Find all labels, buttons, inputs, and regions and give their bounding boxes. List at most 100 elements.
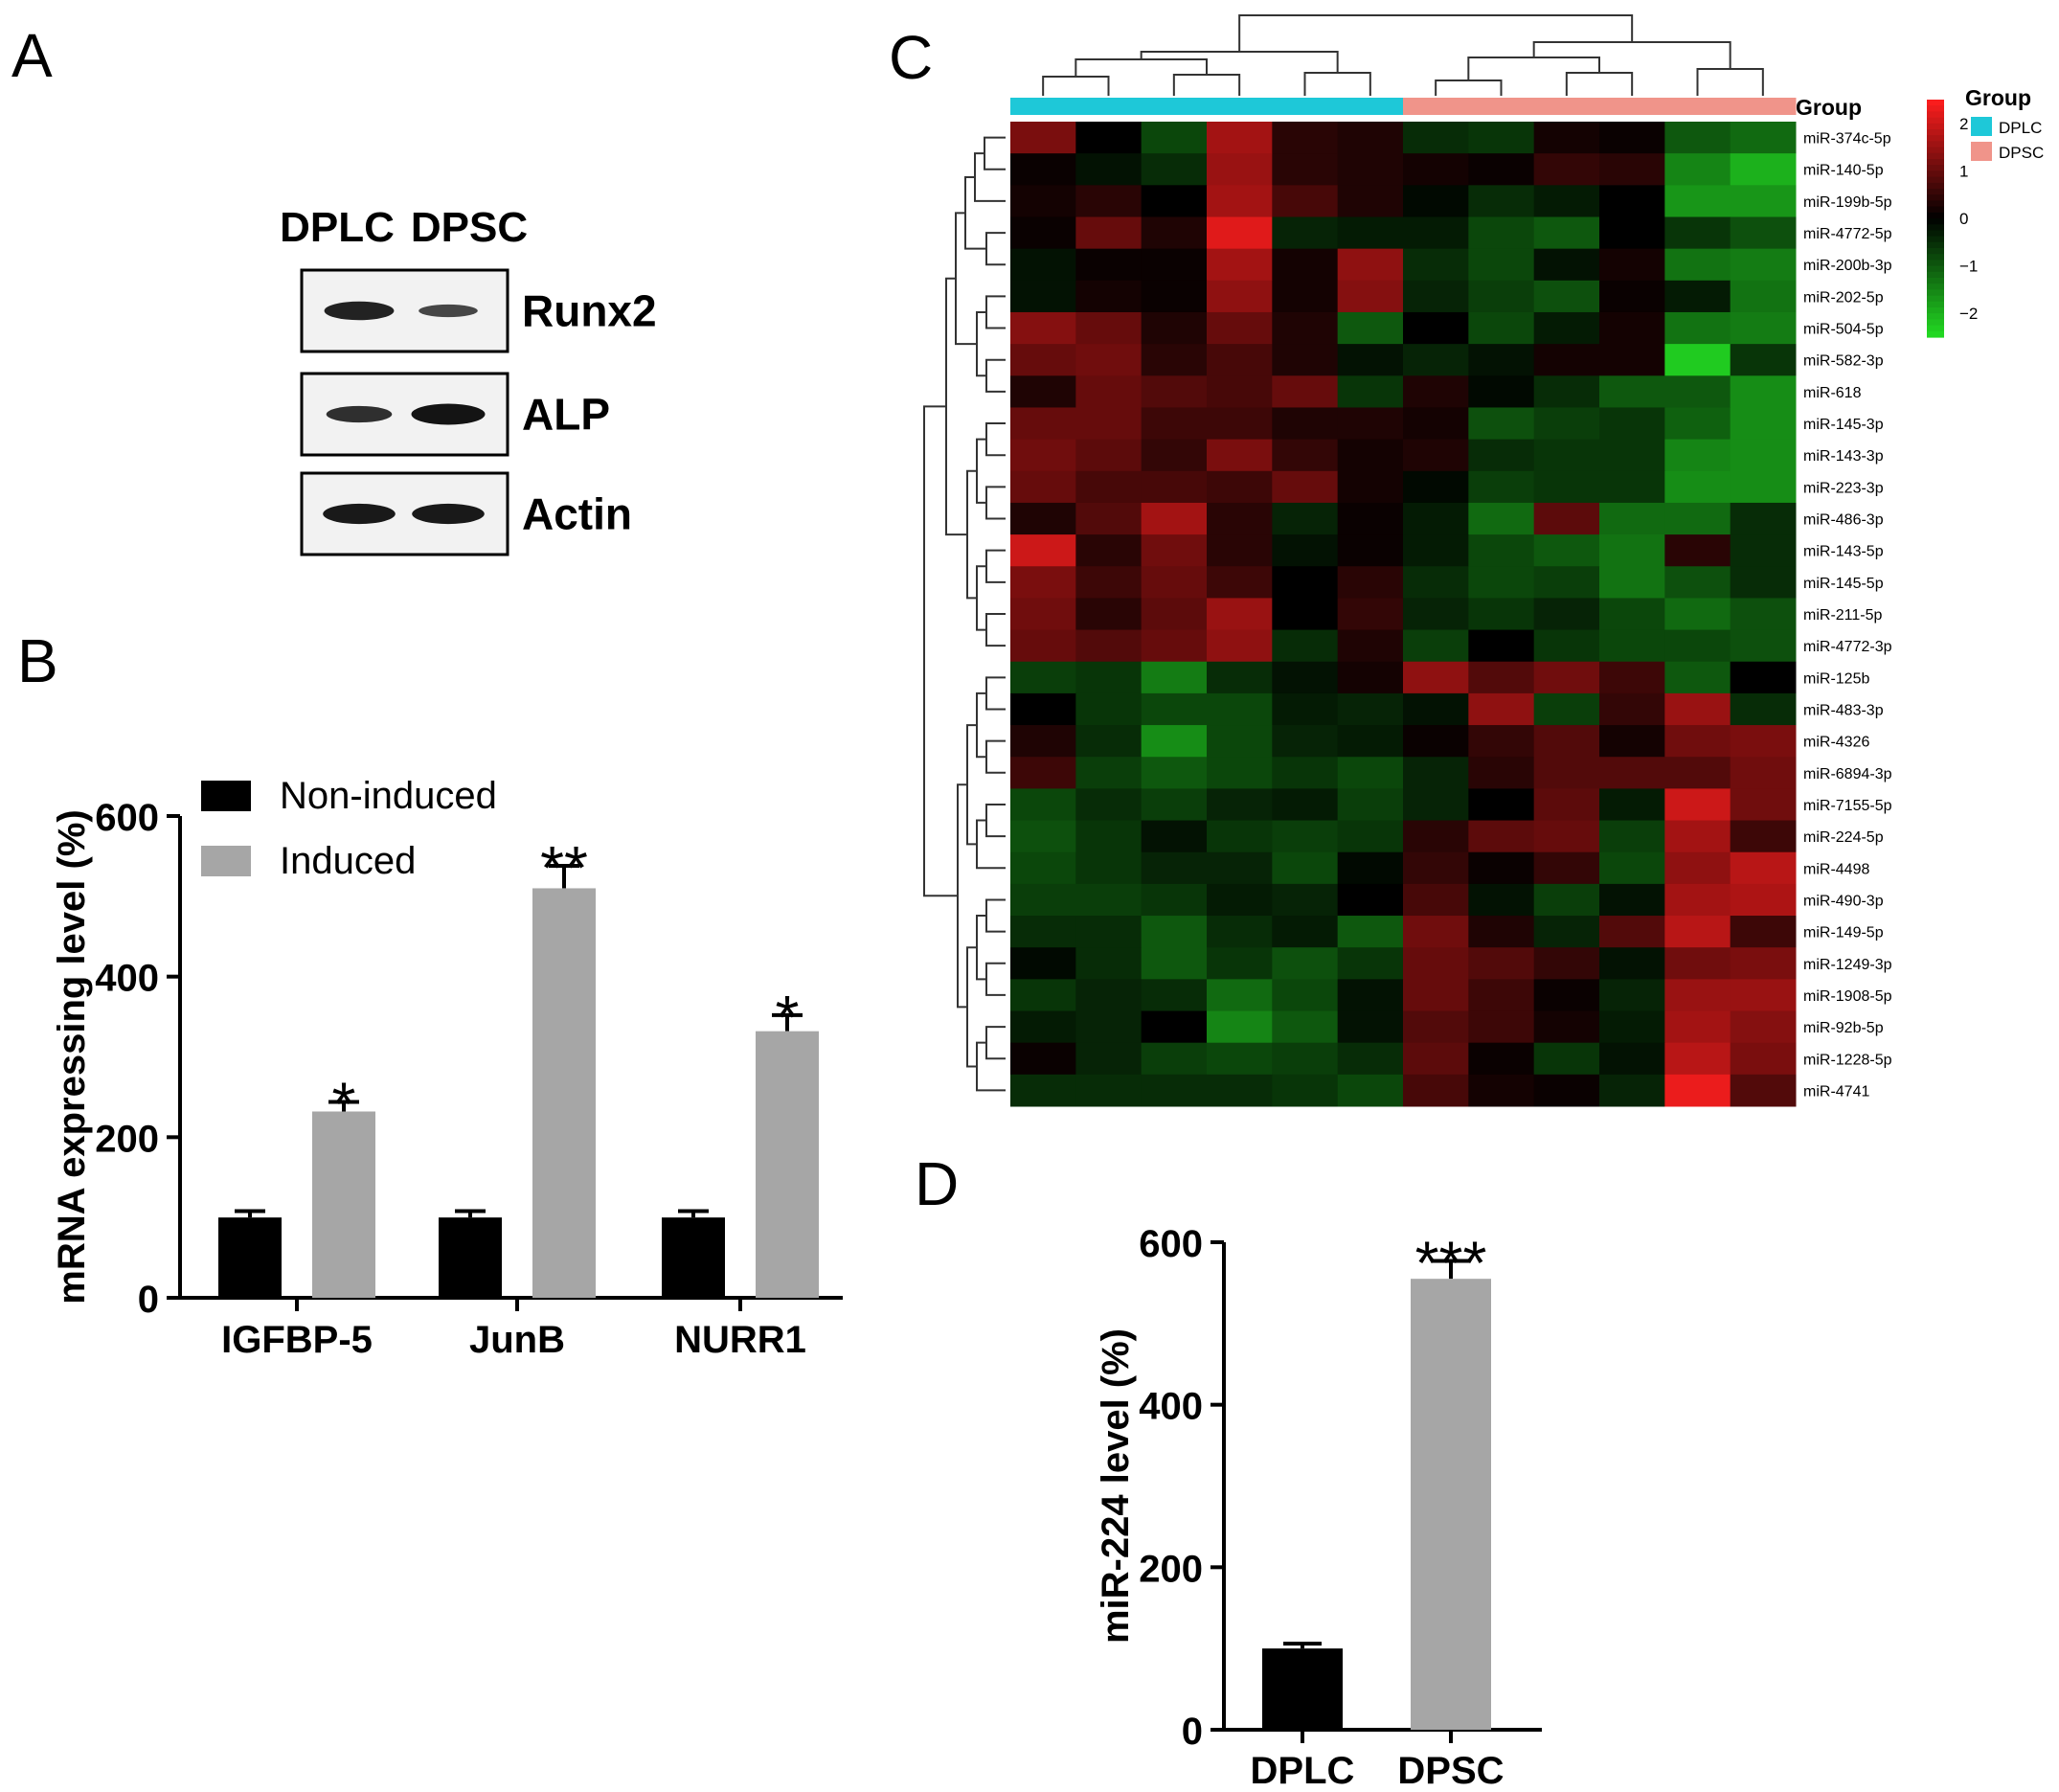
heatmap-cell [1010,153,1076,186]
heatmap-cell [1730,344,1797,376]
color-scale-step [1927,206,1944,214]
heatmap-cell [1010,820,1076,853]
dendrogram-branch [1140,51,1339,73]
heatmap-cell [1599,979,1665,1012]
heatmap-cell [1207,979,1273,1012]
heatmap-cell [1207,216,1273,250]
heatmap-cell [1337,788,1404,822]
heatmap-cell [1272,1074,1339,1107]
heatmap-cell [1075,1010,1143,1044]
heatmap-cell [1468,502,1535,535]
heatmap-cell [1403,851,1469,885]
heatmap-cell [1403,598,1469,631]
heatmap-cell [1207,788,1273,822]
heatmap-cell [1664,1074,1731,1107]
heatmap-cell [1075,470,1143,504]
heatmap-cell [1075,407,1143,441]
heatmap-cell [1141,788,1208,822]
heatmap-cell [1207,629,1273,663]
heatmap-cell [1207,1042,1273,1076]
dendrogram-branch [985,232,1006,266]
heatmap-cell [1533,820,1600,853]
heatmap-cell [1533,598,1600,631]
color-scale-step [1927,295,1944,303]
heatmap-cell [1599,185,1665,217]
heatmap-cell [1337,344,1404,376]
heatmap-cell [1599,1042,1665,1076]
heatmap-cell [1272,947,1339,980]
color-scale-step [1927,189,1944,195]
heatmap-cell [1337,534,1404,567]
heatmap-cell [1403,757,1469,789]
heatmap-cell [1010,788,1076,822]
heatmap-cell [1010,851,1076,885]
color-scale-step [1927,325,1944,332]
heatmap-cell [1533,916,1600,948]
mir224-bar-chart: 0 200 400 600 miR-224 level (%) DPLC DPSC *** [1095,1223,1542,1792]
row-label: miR-4498 [1803,861,1869,877]
heatmap-cell [1533,788,1600,822]
heatmap-cell [1075,979,1143,1012]
legend-swatch [201,781,251,811]
dendrogram-branch [966,469,977,600]
color-scale: 2 1 0 −1 −2 [1927,100,1978,338]
color-scale-step [1927,313,1944,320]
heatmap-cell [1141,820,1208,853]
heatmap-cell [1010,185,1076,217]
dendrogram-branch [985,549,1006,583]
heatmap-cell [1141,947,1208,980]
heatmap-cell [1075,216,1143,250]
heatmap-cell [1141,248,1208,282]
heatmap-cell [1075,122,1143,154]
heatmap-cell [1599,916,1665,948]
heatmap-cell [1468,757,1535,789]
group-bar-segment [1207,98,1273,115]
heatmap-cell [1468,979,1535,1012]
significance-label: * [776,983,800,1052]
heatmap-cell [1468,820,1535,853]
dendrogram-branch [976,565,986,631]
heatmap-cell [1141,1010,1208,1044]
color-scale-step [1927,152,1944,160]
heatmap-cell [1533,122,1600,154]
heatmap-cell [1730,1042,1797,1076]
heatmap-cell [1730,629,1797,663]
heatmap-cell [1599,153,1665,186]
color-scale-step [1927,307,1944,314]
heatmap-cell [1207,534,1273,567]
color-scale-step [1927,254,1944,261]
color-scale-step [1927,200,1944,208]
color-scale-step [1927,265,1944,273]
color-scale-tick: −1 [1959,258,1978,276]
group-legend: Group DPLC DPSC [1965,85,2044,162]
heatmap-cell [1468,725,1535,758]
heatmap-cell [1664,534,1731,567]
heatmap-cell [1075,280,1143,313]
dendrogram-branch [1532,41,1731,69]
color-scale-step [1927,129,1944,136]
dendrogram-branch [966,946,977,1068]
heatmap-cell [1207,598,1273,631]
dendrogram-branch [976,310,986,377]
heatmap-cell [1599,725,1665,758]
dendrogram-branch [985,295,1006,329]
heatmap-cell [1468,1010,1535,1044]
heatmap-cell [1207,407,1273,441]
heatmap-cell [1141,122,1208,154]
heatmap-cell [1207,757,1273,789]
heatmap-cell [1337,725,1404,758]
dendrogram-branch [1172,74,1241,96]
x-tick-label: JunB [469,1319,565,1361]
heatmap-cell [1337,185,1404,217]
heatmap-cell [1075,248,1143,282]
color-scale-step [1927,117,1944,125]
heatmap-cell [1664,566,1731,599]
heatmap-cell [1272,979,1339,1012]
color-scale-step [1927,230,1944,238]
color-scale-step [1927,135,1944,142]
x-tick-label: DPLC [1251,1750,1355,1792]
heatmap-cell [1010,566,1076,599]
heatmap-cell [1075,439,1143,472]
heatmap-cell [1075,692,1143,726]
heatmap-cell [1599,375,1665,408]
